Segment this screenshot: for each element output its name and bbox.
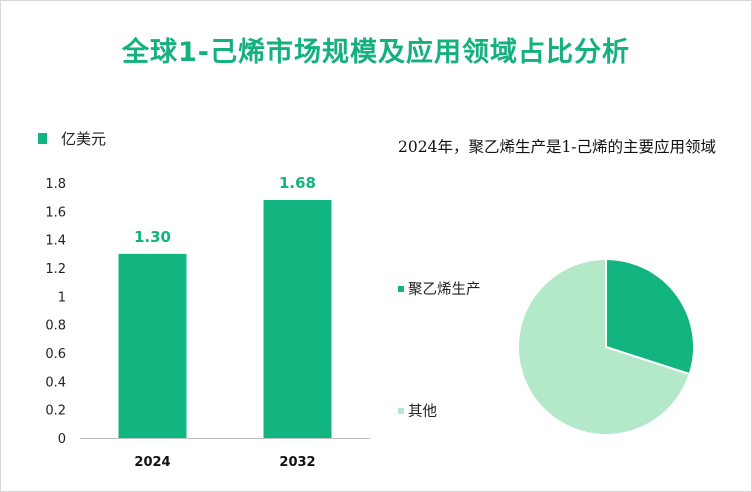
bar-legend: 亿美元	[38, 128, 106, 149]
pie-slice-polyethylene	[605, 257, 695, 376]
pie-legend-swatch	[398, 407, 404, 414]
y-tick-label: 0.6	[45, 347, 66, 362]
bar-2032	[263, 200, 332, 438]
pie-chart-title: 2024年，聚乙烯生产是1-己烯的主要应用领域	[398, 138, 717, 156]
y-tick-label: 0.8	[45, 319, 66, 334]
x-tick-label: 2032	[279, 455, 315, 470]
bar-2024	[118, 253, 187, 438]
y-tick-label: 1.2	[45, 262, 66, 277]
pie-slice-other	[517, 257, 691, 436]
y-tick-label: 1	[58, 290, 66, 305]
y-tick-label: 0	[58, 432, 66, 447]
y-tick-label: 1.4	[45, 234, 66, 249]
pie-legend-label: 聚乙烯生产	[408, 282, 481, 298]
page-title: 全球1-己烯市场规模及应用领域占比分析	[122, 37, 630, 68]
y-tick-label: 1.8	[45, 177, 66, 192]
bar-legend-swatch	[38, 133, 47, 144]
x-tick-label: 2024	[134, 455, 170, 470]
data-label: 1.68	[279, 174, 316, 192]
y-tick-label: 0.4	[45, 375, 66, 390]
pie-legend-item-polyethylene: 聚乙烯生产	[398, 278, 481, 299]
data-label: 1.30	[134, 228, 171, 246]
bar-legend-label: 亿美元	[61, 130, 107, 148]
pie-legend-label: 其他	[408, 404, 437, 420]
pie-legend-item-other: 其他	[398, 400, 437, 421]
y-tick-label: 1.6	[45, 205, 66, 220]
y-tick-label: 0.2	[45, 404, 66, 419]
pie-legend-swatch	[398, 285, 404, 292]
